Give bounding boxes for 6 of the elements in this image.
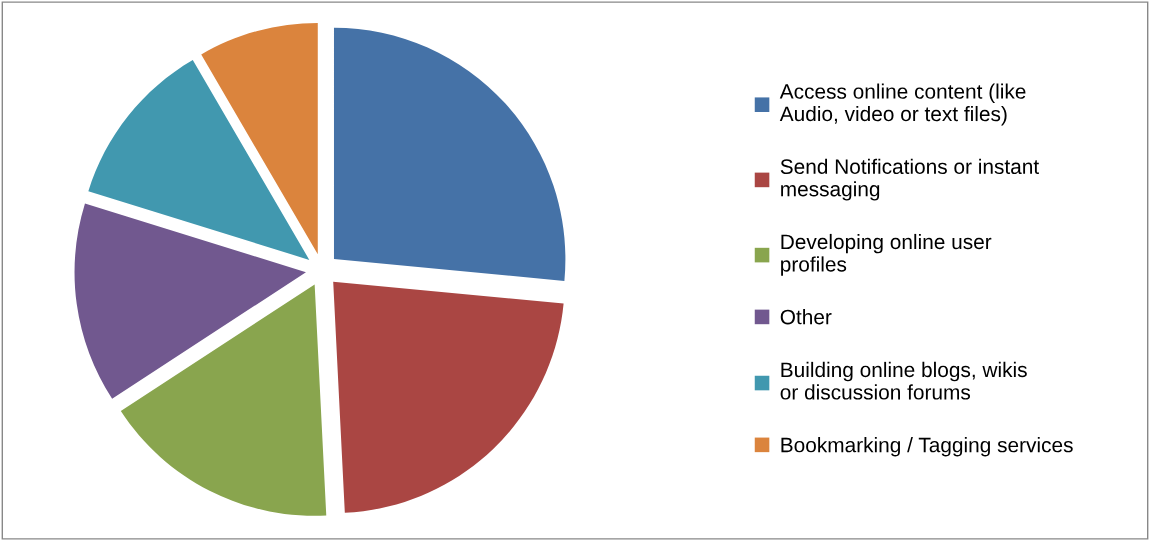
legend-label: Bookmarking / Tagging services bbox=[781, 437, 1073, 457]
legend-label: Access online content (like Audio, video or text files) bbox=[779, 83, 1026, 126]
legend-label: Other bbox=[780, 309, 832, 325]
legend-label: Send Notifications or instant messaging bbox=[780, 158, 1039, 201]
legend-label: Building online blogs, wikis or discussion forums bbox=[780, 361, 1027, 400]
legend-label: Developing online user profiles bbox=[781, 233, 992, 276]
